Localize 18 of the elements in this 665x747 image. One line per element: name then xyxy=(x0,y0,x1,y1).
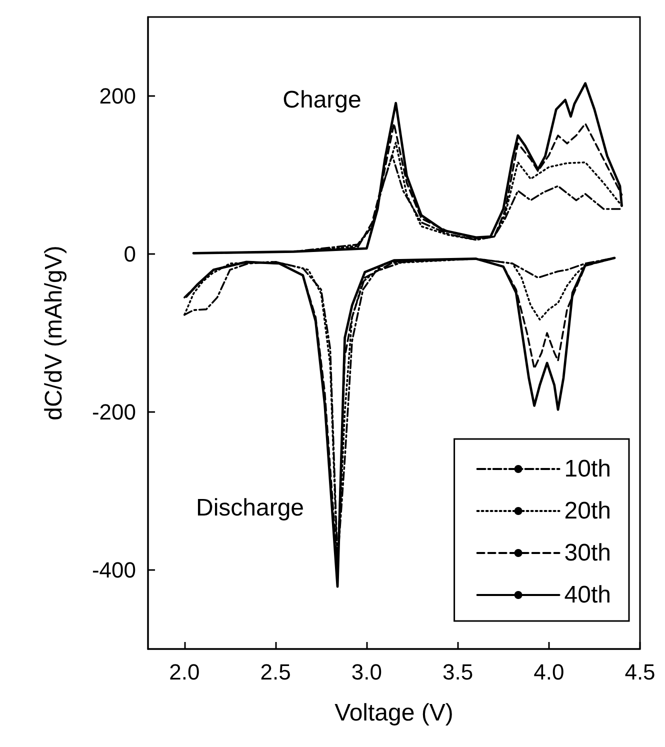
x-tick-label: 4.0 xyxy=(534,660,564,684)
annotation: Discharge xyxy=(196,494,304,522)
x-tick-label: 3.0 xyxy=(351,660,382,684)
annotation: Charge xyxy=(282,86,362,114)
x-axis-title: Voltage (V) xyxy=(334,700,454,726)
y-tick-label: -400 xyxy=(92,558,136,582)
x-tick-label: 4.5 xyxy=(624,660,656,684)
legend-label: 20th xyxy=(564,498,612,524)
x-tick-label: 2.5 xyxy=(260,660,291,684)
x-tick-label: 2.0 xyxy=(169,660,200,684)
x-tick-label: 3.5 xyxy=(442,660,474,684)
legend-label: 10th xyxy=(564,456,612,482)
legend-label: 30th xyxy=(564,540,612,566)
y-tick-label: 200 xyxy=(99,84,136,108)
y-axis-title: dC/dV (mAh/gV) xyxy=(40,246,68,420)
y-tick-label: 0 xyxy=(124,242,136,266)
legend-label: 40th xyxy=(564,582,612,608)
y-tick-label: -200 xyxy=(92,400,136,424)
